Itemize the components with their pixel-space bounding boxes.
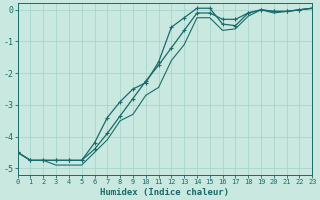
X-axis label: Humidex (Indice chaleur): Humidex (Indice chaleur) (100, 188, 229, 197)
